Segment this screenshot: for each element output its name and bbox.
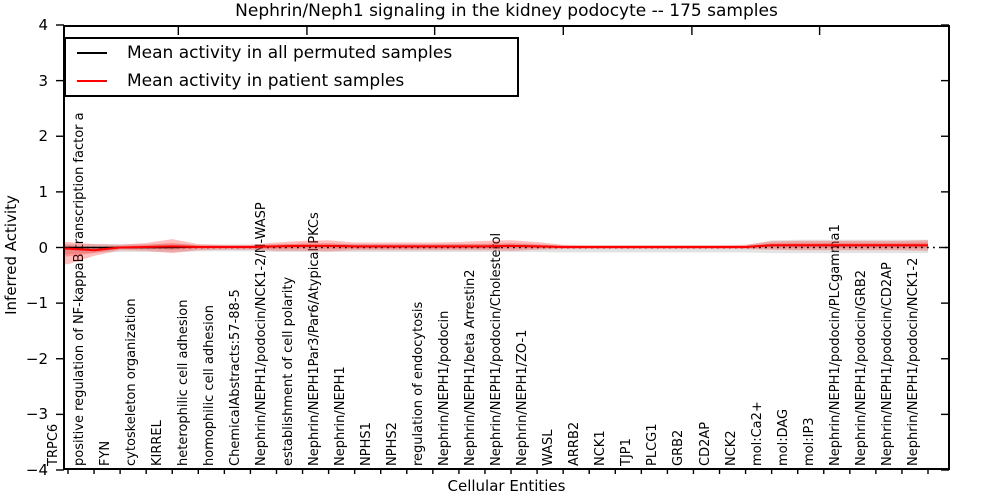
- y-tick-label: −2: [25, 349, 48, 368]
- red-line-icon: [77, 80, 107, 82]
- chart-title: Nephrin/Neph1 signaling in the kidney po…: [235, 1, 778, 21]
- y-tick-label: 3: [38, 71, 48, 90]
- x-tick-label: NPHS1: [358, 422, 374, 466]
- x-tick-label: KIRREL: [150, 420, 166, 466]
- y-tick-label: −3: [25, 405, 48, 424]
- x-tick-label: Nephrin/NEPH1Par3/Par6/Atypical PKCs: [306, 212, 322, 466]
- x-tick-label: regulation of endocytosis: [410, 301, 426, 466]
- y-tick-label: 1: [38, 182, 48, 201]
- x-tick-label: Nephrin/NEPH1/podocin: [436, 310, 452, 466]
- x-tick-label: Nephrin/NEPH1/podocin/NCK1-2/N-WASP: [254, 202, 270, 466]
- x-tick-label: mol:DAG: [775, 408, 791, 466]
- x-tick-label: mol:Ca2+: [749, 401, 765, 466]
- x-tick-label: Nephrin/NEPH1/beta Arrestin2: [462, 269, 478, 467]
- x-tick-label: GRB2: [671, 429, 687, 466]
- x-tick-label: cytoskeleton organization: [124, 298, 140, 466]
- legend-label: Mean activity in all permuted samples: [127, 43, 453, 63]
- legend-item-patient: Mean activity in patient samples: [66, 67, 517, 95]
- y-tick-label: −4: [25, 461, 48, 479]
- x-tick-label: establishment of cell polarity: [280, 276, 296, 466]
- x-tick-label: positive regulation of NF-kappaB transcr…: [72, 112, 88, 466]
- y-tick-label: 4: [38, 16, 48, 34]
- x-tick-label: ChemicalAbstracts:57-88-5: [228, 289, 244, 466]
- x-tick-label: PLCG1: [645, 423, 661, 466]
- legend: Mean activity in all permuted samples Me…: [64, 37, 519, 97]
- legend-label: Mean activity in patient samples: [127, 71, 405, 91]
- x-tick-label: NCK2: [723, 430, 739, 466]
- x-tick-label: Nephrin/NEPH1/podocin/NCK1-2: [906, 257, 921, 466]
- legend-item-permuted: Mean activity in all permuted samples: [66, 39, 517, 67]
- x-tick-label: NPHS2: [384, 422, 400, 466]
- x-tick-label: ARRB2: [567, 421, 583, 466]
- x-tick-label: Nephrin/NEPH1/podocin/GRB2: [853, 269, 869, 466]
- x-tick-label: Nephrin/NEPH1/ZO-1: [515, 329, 531, 466]
- black-line-icon: [77, 52, 107, 54]
- x-tick-label: TJP1: [619, 438, 635, 466]
- x-tick-label: Nephrin/NEPH1/podocin/PLCgamma1: [827, 224, 843, 466]
- x-tick-label: heterophilic cell adhesion: [176, 299, 192, 467]
- x-tick-label: Nephrin/NEPH1/podocin/Cholesterol: [489, 232, 505, 466]
- x-axis-title: Cellular Entities: [447, 477, 566, 495]
- x-tick-label: FYN: [98, 440, 114, 466]
- x-tick-label: WASL: [541, 429, 557, 466]
- x-tick-label: NCK1: [593, 430, 609, 466]
- y-tick-label: 2: [38, 127, 48, 146]
- x-tick-label: homophilic cell adhesion: [202, 305, 218, 466]
- x-tick-label: Nephrin/NEPH1: [332, 366, 348, 466]
- y-tick-label: −1: [25, 294, 48, 313]
- y-tick-labels: 4 3 2 1 0 −1 −2 −3 −4: [0, 16, 48, 479]
- y-tick-label: 0: [38, 238, 48, 257]
- x-tick-label: mol:IP3: [801, 417, 817, 466]
- x-tick-label: Nephrin/NEPH1/podocin/CD2AP: [879, 262, 895, 466]
- x-tick-label: TRPC6: [46, 423, 61, 466]
- x-tick-label: CD2AP: [697, 421, 713, 466]
